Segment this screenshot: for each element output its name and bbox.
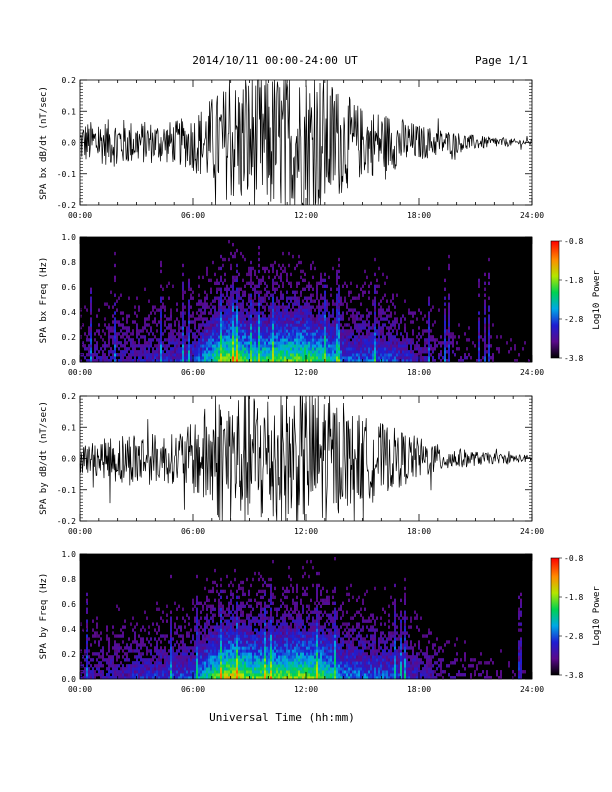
x-tick-label: 06:00 bbox=[181, 685, 205, 694]
colorbar-tick-label: -3.8 bbox=[564, 354, 583, 363]
y-tick-label: 0.0 bbox=[62, 455, 77, 464]
y-tick-label: -0.2 bbox=[57, 517, 76, 526]
colorbar-2-label: Log10 Power bbox=[592, 586, 602, 646]
colorbar-tick-label: -0.8 bbox=[564, 554, 583, 563]
x-tick-label: 24:00 bbox=[520, 527, 544, 536]
panel-1-ylabel: SPA bx dB/dt (nT/sec) bbox=[39, 86, 49, 200]
panel-4-ylabel: SPA by Freq (Hz) bbox=[39, 573, 49, 660]
x-tick-label: 00:00 bbox=[68, 211, 92, 220]
y-tick-label: 0.2 bbox=[62, 650, 77, 659]
x-tick-label: 18:00 bbox=[407, 368, 431, 377]
colorbar-1-label: Log10 Power bbox=[592, 270, 602, 330]
y-tick-label: 0.2 bbox=[62, 392, 77, 401]
x-tick-label: 18:00 bbox=[407, 211, 431, 220]
panel-3-ylabel: SPA by dB/dt (nT/sec) bbox=[39, 401, 49, 515]
x-tick-label: 06:00 bbox=[181, 368, 205, 377]
y-tick-label: -0.1 bbox=[57, 170, 76, 179]
y-tick-label: -0.2 bbox=[57, 201, 76, 210]
y-tick-label: 0.6 bbox=[62, 283, 77, 292]
spectrogram-cells bbox=[80, 556, 526, 680]
colorbar-tick-label: -3.8 bbox=[564, 671, 583, 680]
x-tick-label: 24:00 bbox=[520, 368, 544, 377]
spectrogram-cells bbox=[80, 239, 530, 363]
x-tick-label: 00:00 bbox=[68, 368, 92, 377]
page-title: 2014/10/11 00:00-24:00 UT bbox=[192, 54, 358, 67]
x-tick-label: 12:00 bbox=[294, 685, 318, 694]
x-tick-label: 24:00 bbox=[520, 211, 544, 220]
y-tick-label: 0.4 bbox=[62, 308, 77, 317]
y-tick-label: 1.0 bbox=[62, 550, 77, 559]
colorbar bbox=[550, 557, 560, 676]
y-tick-label: 0.8 bbox=[62, 258, 77, 267]
colorbar bbox=[550, 240, 560, 359]
x-axis-title: Universal Time (hh:mm) bbox=[209, 711, 355, 724]
x-tick-label: 06:00 bbox=[181, 527, 205, 536]
x-tick-label: 12:00 bbox=[294, 368, 318, 377]
x-tick-label: 00:00 bbox=[68, 527, 92, 536]
y-tick-label: 0.1 bbox=[62, 423, 77, 432]
y-tick-label: 0.1 bbox=[62, 107, 77, 116]
colorbar-tick-label: -0.8 bbox=[564, 237, 583, 246]
colorbar-tick-label: -1.8 bbox=[564, 593, 583, 602]
panel-2-ylabel: SPA bx Freq (Hz) bbox=[39, 257, 49, 344]
waveform-series bbox=[79, 79, 532, 206]
panel-3: SPA by dB/dt (nT/sec) 00:00 06:00 12:00 18:… bbox=[39, 392, 544, 536]
x-tick-label: 24:00 bbox=[520, 685, 544, 694]
colorbar-tick-label: -2.8 bbox=[564, 632, 583, 641]
x-tick-label: 06:00 bbox=[181, 211, 205, 220]
x-tick-label: 00:00 bbox=[68, 685, 92, 694]
colorbar-tick-label: -1.8 bbox=[564, 276, 583, 285]
y-tick-label: 0.0 bbox=[62, 358, 77, 367]
x-tick-label: 12:00 bbox=[294, 211, 318, 220]
colorbar-tick-label: -2.8 bbox=[564, 315, 583, 324]
panel-4: SPA by Freq (Hz) Log10 Power 00:00 06:00 1… bbox=[39, 550, 602, 694]
x-tick-label: 18:00 bbox=[407, 527, 431, 536]
y-tick-label: 1.0 bbox=[62, 233, 77, 242]
y-tick-label: 0.0 bbox=[62, 139, 77, 148]
page-number: Page 1/1 bbox=[475, 54, 528, 67]
panel-2: SPA bx Freq (Hz) Log10 Power 00:00 06:00 1… bbox=[39, 233, 602, 377]
y-tick-label: 0.8 bbox=[62, 575, 77, 584]
panel-1: SPA bx dB/dt (nT/sec) 00:00 06:00 12:00 18:… bbox=[39, 76, 544, 220]
x-tick-label: 12:00 bbox=[294, 527, 318, 536]
x-tick-label: 18:00 bbox=[407, 685, 431, 694]
y-tick-label: 0.4 bbox=[62, 625, 77, 634]
y-tick-label: 0.2 bbox=[62, 333, 77, 342]
y-tick-label: -0.1 bbox=[57, 486, 76, 495]
waveform-series bbox=[79, 395, 532, 522]
y-tick-label: 0.6 bbox=[62, 600, 77, 609]
y-tick-label: 0.0 bbox=[62, 675, 77, 684]
y-tick-label: 0.2 bbox=[62, 76, 77, 85]
